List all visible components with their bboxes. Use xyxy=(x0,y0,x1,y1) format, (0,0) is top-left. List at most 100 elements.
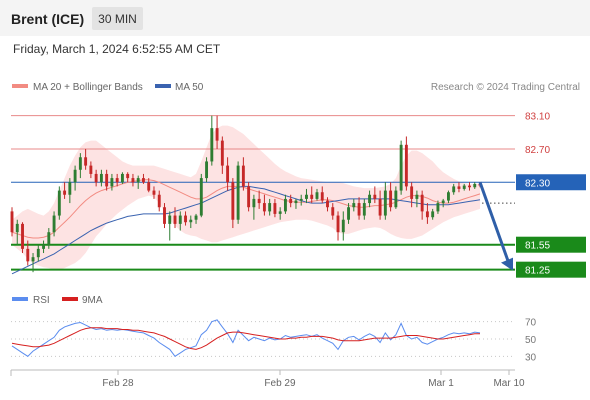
candle-body xyxy=(473,183,477,188)
candle xyxy=(215,115,219,149)
candle xyxy=(63,182,67,199)
candle xyxy=(326,197,329,212)
candle-body xyxy=(378,198,382,216)
candle-body xyxy=(10,211,14,233)
candle-body xyxy=(163,207,166,224)
candle xyxy=(26,240,30,266)
candle xyxy=(105,169,109,191)
candle-body xyxy=(157,194,161,208)
level-label-82.30: 82.30 xyxy=(525,178,550,189)
candle xyxy=(236,161,240,224)
rsi-line xyxy=(11,319,481,357)
candle-body xyxy=(357,203,361,216)
level-label-81.25: 81.25 xyxy=(525,266,550,277)
rsi-legend-swatch xyxy=(12,297,28,301)
candle xyxy=(378,190,382,220)
candle xyxy=(473,182,477,189)
level-label-83.10: 83.10 xyxy=(525,112,550,123)
candle-body xyxy=(236,165,240,220)
level-tag-81.55 xyxy=(516,236,586,253)
candle xyxy=(199,173,203,218)
candle xyxy=(78,153,82,179)
candle xyxy=(241,157,245,191)
timeframe-badge[interactable] xyxy=(92,7,143,30)
candle-body xyxy=(305,194,308,199)
ma50-legend-label: MA 50 xyxy=(175,82,204,93)
candle-body xyxy=(184,215,187,223)
candle xyxy=(247,182,251,212)
candle xyxy=(262,194,266,216)
candle-body xyxy=(462,185,466,189)
candle xyxy=(189,215,193,229)
candle xyxy=(431,208,435,220)
rsi-tick-50: 50 xyxy=(525,335,537,346)
candle xyxy=(21,222,24,254)
levels-layer xyxy=(11,115,515,271)
candle xyxy=(299,194,303,206)
candle xyxy=(73,165,77,191)
candle-body xyxy=(189,219,193,223)
candle xyxy=(184,211,187,226)
header-bar xyxy=(0,0,590,36)
candle-body xyxy=(468,185,471,188)
rsi-ma-legend-label: 9MA xyxy=(82,295,103,306)
candle-body xyxy=(320,192,324,201)
candle-body xyxy=(420,194,424,212)
candle-body xyxy=(410,186,414,199)
candle-body xyxy=(15,223,19,233)
candle xyxy=(394,186,398,209)
candle xyxy=(152,186,156,199)
candle xyxy=(115,173,119,187)
timeframe-label: 30 MIN xyxy=(98,12,137,26)
candle xyxy=(220,136,224,174)
candle xyxy=(404,136,408,191)
x-tick-label: Feb 28 xyxy=(102,378,134,389)
candle-body xyxy=(73,169,77,183)
candle xyxy=(368,190,372,208)
candle-body xyxy=(89,165,93,174)
candle xyxy=(283,194,287,214)
candle-body xyxy=(231,182,235,220)
bollinger-band-layer xyxy=(12,125,480,270)
candle xyxy=(47,228,51,249)
candle-body xyxy=(273,203,277,214)
candle-body xyxy=(241,165,245,187)
candle-body xyxy=(436,203,440,212)
candle-body xyxy=(105,173,109,187)
candle xyxy=(357,197,361,220)
candle-body xyxy=(115,178,119,183)
candle xyxy=(420,190,424,220)
candle xyxy=(273,198,277,218)
candle-body xyxy=(84,157,88,166)
candle xyxy=(84,148,88,170)
candle xyxy=(131,173,135,187)
candle xyxy=(289,194,293,208)
candle-body xyxy=(168,215,172,224)
rsi-tick-70: 70 xyxy=(525,318,537,329)
candle xyxy=(305,188,308,204)
candle xyxy=(362,198,366,220)
candle-body xyxy=(142,178,145,183)
ma50-line xyxy=(11,185,481,275)
level-tag-81.25 xyxy=(516,261,586,278)
x-tick-label: Mar 10 xyxy=(493,378,525,389)
candle xyxy=(68,178,72,204)
candle xyxy=(447,190,450,204)
candle xyxy=(457,182,461,193)
candle-body xyxy=(120,173,124,183)
candle-body xyxy=(262,203,266,212)
candle xyxy=(268,198,272,216)
candle xyxy=(57,186,61,220)
candle xyxy=(373,186,377,204)
forecast-layer xyxy=(478,181,515,271)
candle-body xyxy=(78,157,82,170)
candle-body xyxy=(194,215,198,220)
candle-body xyxy=(26,248,30,262)
candle xyxy=(15,219,19,245)
rsi-layer: 70 50 30 xyxy=(11,318,537,363)
candle xyxy=(89,161,93,179)
candle-body xyxy=(126,173,130,179)
candle-body xyxy=(394,190,398,208)
